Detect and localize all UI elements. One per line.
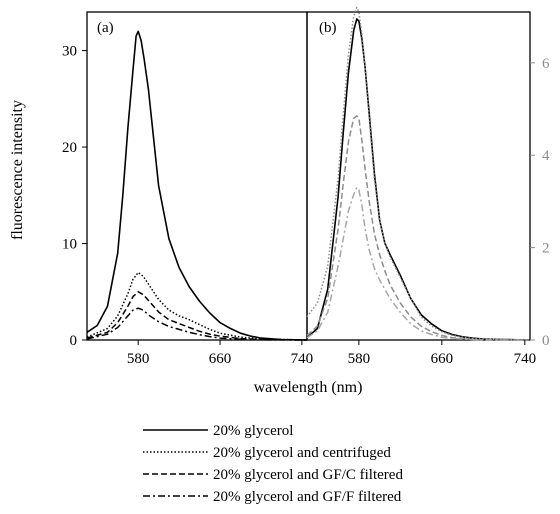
legend: 20% glycerol 20% glycerol and centrifuged… <box>143 423 403 505</box>
y-axis-label: fluorescence intensity <box>9 100 26 240</box>
legend-entry-3: 20% glycerol and GF/F filtered <box>143 489 402 505</box>
y-tick-label-1-2: 4 <box>542 148 550 164</box>
legend-label-2: 20% glycerol and GF/C filtered <box>213 467 403 483</box>
y-tick-label-0-0: 0 <box>70 333 78 349</box>
plot-frame-0 <box>86 11 308 341</box>
x-tick-label-1-0: 580 <box>348 351 371 367</box>
x-tick-label-1-1: 660 <box>431 351 454 367</box>
panel-label-1: (b) <box>319 20 337 36</box>
y-tick-label-0-2: 20 <box>62 140 77 156</box>
x-tick-label-0-2: 740 <box>291 351 314 367</box>
series-line-1-0 <box>306 18 531 341</box>
y-tick-label-1-0: 0 <box>542 333 550 349</box>
legend-entry-1: 20% glycerol and centrifuged <box>143 445 391 461</box>
series-line-1-1 <box>306 6 531 341</box>
y-tick-label-0-1: 10 <box>62 237 77 253</box>
legend-label-1: 20% glycerol and centrifuged <box>213 445 391 461</box>
x-tick-label-0-0: 580 <box>127 351 150 367</box>
legend-label-3: 20% glycerol and GF/F filtered <box>213 489 402 505</box>
legend-entry-0: 20% glycerol <box>143 423 293 439</box>
x-axis-label: wavelength (nm) <box>254 379 363 396</box>
legend-entry-2: 20% glycerol and GF/C filtered <box>143 467 403 483</box>
y-tick-label-1-3: 6 <box>542 56 550 72</box>
series-line-0-2 <box>86 291 308 341</box>
y-tick-label-1-1: 2 <box>542 241 550 257</box>
series-line-0-3 <box>86 307 308 341</box>
plot-frame-1 <box>306 11 531 341</box>
legend-label-0: 20% glycerol <box>213 423 293 439</box>
panel-b: 580 660 740 0 2 4 6 (b) <box>306 6 550 367</box>
series-line-0-0 <box>86 30 308 341</box>
panel-label-0: (a) <box>97 20 114 36</box>
series-line-1-3 <box>306 186 530 341</box>
y-tick-label-0-3: 30 <box>62 44 77 60</box>
panel-a: 580 660 740 0 10 20 30 (a) <box>62 11 314 367</box>
x-tick-label-0-1: 660 <box>209 351 232 367</box>
x-tick-label-1-2: 740 <box>514 351 537 367</box>
